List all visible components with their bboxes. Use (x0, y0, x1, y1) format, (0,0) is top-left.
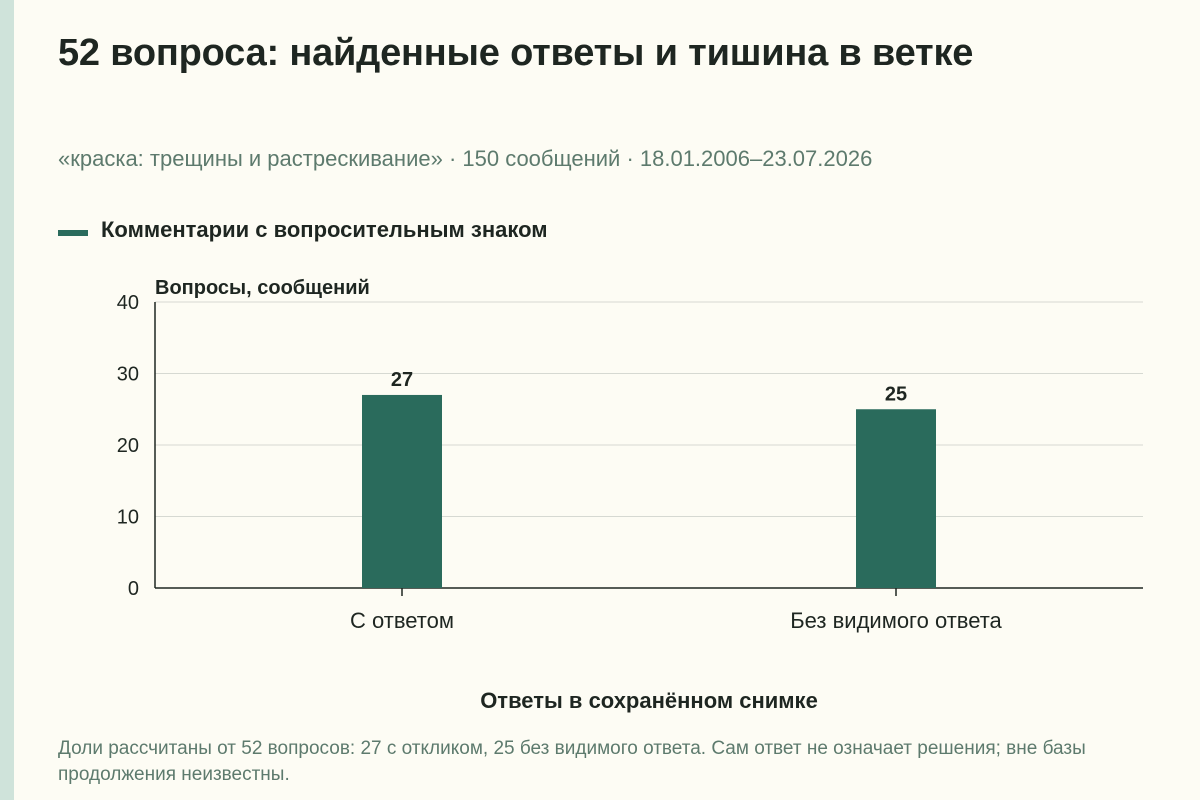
legend: Комментарии с вопросительным знаком (58, 217, 548, 243)
bar-1 (362, 394, 442, 588)
left-accent-bar (0, 0, 14, 800)
y-axis-label: Вопросы, сообщений (155, 277, 370, 299)
footnote: Доли рассчитаны от 52 вопросов: 27 с отк… (58, 738, 1086, 785)
chart-area: 0 10 20 30 40 Вопросы, сообщений 27 С ответом 25… (0, 260, 1200, 720)
legend-label: Комментарии с вопросительным знаком (101, 217, 548, 242)
legend-swatch (58, 230, 88, 236)
y-tick-label: 30 (117, 364, 139, 386)
x-tick-label: С ответом (350, 608, 454, 633)
y-tick-label: 10 (117, 507, 139, 529)
x-tick-label: Без видимого ответа (790, 608, 1002, 633)
y-tick-label: 0 (128, 578, 139, 600)
chart-subtitle: «краска: трещины и растрескивание» · 150… (58, 146, 873, 171)
bar-chart: 0 10 20 30 40 Вопросы, сообщений 27 С ответом 25… (117, 277, 1143, 713)
chart-title: 52 вопроса: найденные ответы и тишина в … (58, 32, 974, 74)
y-tick-label: 20 (117, 435, 139, 457)
x-axis-label: Ответы в сохранённом снимке (480, 688, 818, 713)
bar-2 (856, 409, 936, 588)
bar-value-label: 27 (391, 369, 413, 391)
bar-value-label: 25 (885, 383, 907, 405)
y-tick-label: 40 (117, 292, 139, 314)
